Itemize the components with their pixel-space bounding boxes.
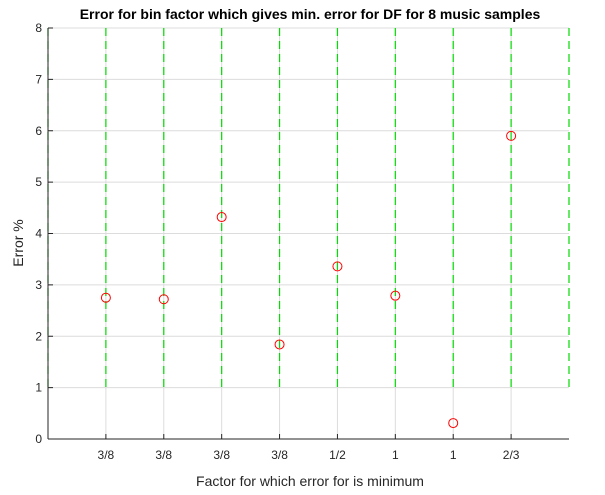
x-tick-label: 1 [450,448,457,462]
x-axis-label: Factor for which error for is minimum [196,473,424,489]
y-tick-label: 8 [35,21,42,35]
data-point [158,294,169,305]
x-tick-label: 3/8 [98,448,115,462]
y-tick-label: 0 [35,432,42,446]
axes [47,27,569,440]
y-tick-label: 7 [35,72,42,86]
y-tick-label: 6 [35,124,42,138]
data-point [506,130,517,141]
x-tick-label: 3/8 [155,448,172,462]
x-tick-label: 3/8 [271,448,288,462]
data-point [332,261,343,272]
y-tick-label: 4 [35,227,42,241]
data-point [448,418,459,429]
data-point [100,292,111,303]
vertical-dashed-lines [47,28,570,389]
chart-title: Error for bin factor which gives min. er… [80,6,541,22]
x-tick-label: 1 [392,448,399,462]
y-tick-label: 3 [35,278,42,292]
tick-labels: 0 1 2 3 4 5 6 7 8 3/8 3/8 3/8 3/8 1/2 1 1 2/3 [35,21,519,462]
x-tick-label: 1/2 [329,448,346,462]
y-axis-label: Error % [10,219,26,266]
x-tick-label: 2/3 [503,448,520,462]
data-point [274,339,285,350]
data-point [216,212,227,223]
x-tick-label: 3/8 [213,448,230,462]
y-tick-label: 1 [35,381,42,395]
data-points [100,130,517,429]
data-point [390,290,401,301]
y-tick-label: 2 [35,329,42,343]
y-tick-label: 5 [35,175,42,189]
